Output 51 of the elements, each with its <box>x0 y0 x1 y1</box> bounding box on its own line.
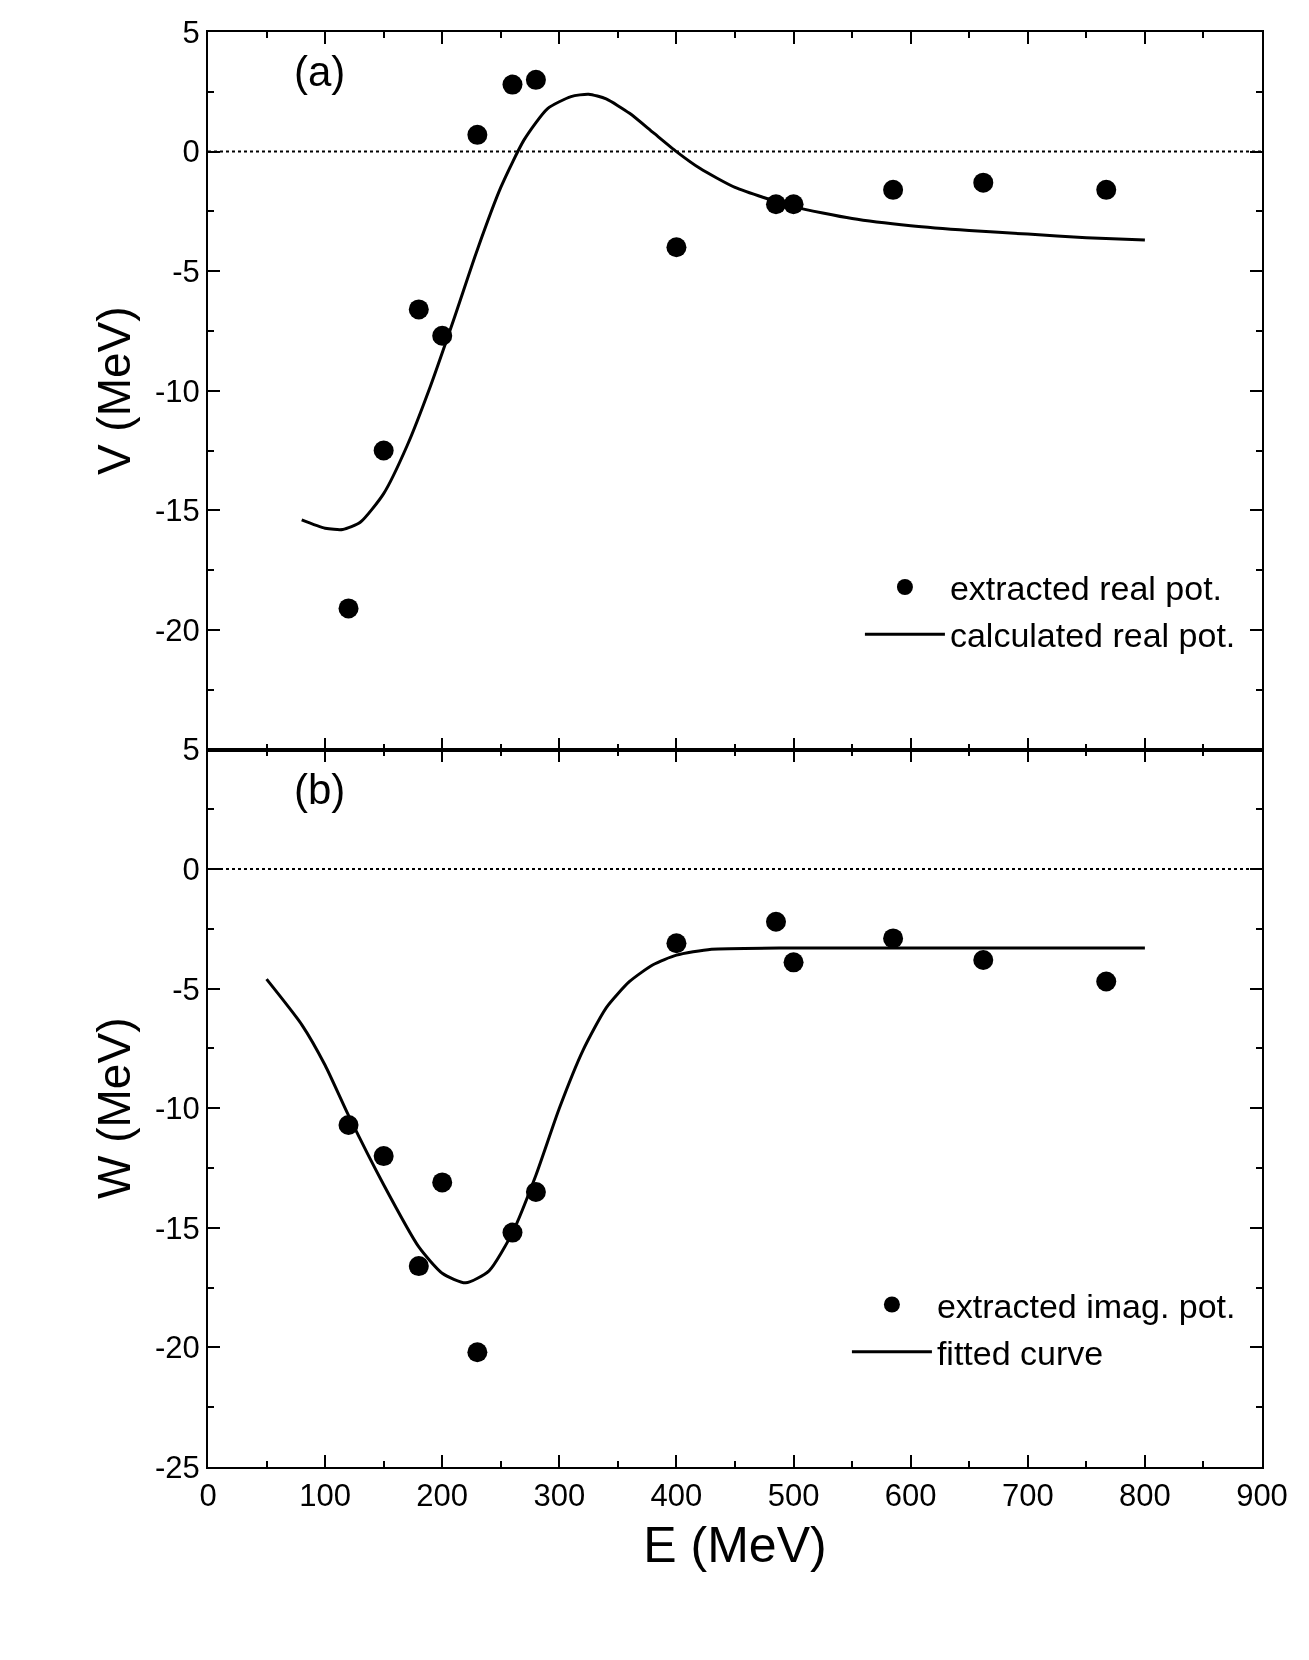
x-tick-label: 600 <box>884 1478 937 1514</box>
point <box>973 172 994 193</box>
x-tick-label: 300 <box>533 1478 586 1514</box>
point <box>766 911 786 932</box>
point <box>408 1256 429 1277</box>
legend-label: calculated real pot. <box>949 616 1236 655</box>
y-tick-label: -10 <box>154 373 200 409</box>
point <box>783 952 804 973</box>
legend-label: extracted real pot. <box>949 569 1223 608</box>
y-tick-label: 5 <box>182 732 200 768</box>
y-axis-title: V (MeV) <box>87 306 140 476</box>
point <box>525 69 546 90</box>
point <box>373 1146 394 1167</box>
point <box>467 1342 488 1363</box>
x-tick-label: 100 <box>299 1478 351 1514</box>
y-tick-label: -5 <box>172 254 200 290</box>
x-tick-label: 700 <box>1001 1478 1054 1514</box>
point <box>408 299 429 320</box>
y-tick-label: -15 <box>154 1210 200 1246</box>
y-tick-label: 0 <box>182 134 200 170</box>
point <box>883 928 904 949</box>
point <box>432 1172 453 1193</box>
y-axis-title: W (MeV) <box>87 1017 140 1199</box>
x-axis-title: E (MeV) <box>643 1517 827 1574</box>
point <box>373 440 394 461</box>
x-tick-label: 400 <box>650 1478 703 1514</box>
point <box>666 237 687 258</box>
x-tick-label: 200 <box>416 1478 469 1514</box>
x-tick-label: 900 <box>1236 1478 1288 1514</box>
point <box>1096 971 1117 992</box>
point <box>502 74 523 95</box>
y-tick-label: 5 <box>182 14 200 50</box>
y-tick-label: -25 <box>154 1449 200 1485</box>
point <box>883 179 904 200</box>
point <box>467 124 488 145</box>
annotation: (a) <box>294 48 346 95</box>
y-tick-label: -5 <box>172 971 200 1007</box>
x-tick-label: 800 <box>1119 1478 1171 1514</box>
point <box>1096 179 1117 200</box>
legend-label: extracted imag. pot. <box>936 1286 1236 1325</box>
y-tick-label: -10 <box>154 1091 200 1127</box>
legend-label: fitted curve <box>936 1333 1104 1372</box>
annotation: (b) <box>294 766 346 813</box>
y-tick-label: 0 <box>182 851 200 887</box>
y-tick-label: -15 <box>154 493 200 529</box>
y-tick-label: -20 <box>154 612 200 648</box>
y-tick-label: -20 <box>154 1330 200 1366</box>
x-tick-label: 500 <box>767 1478 820 1514</box>
point <box>666 933 687 954</box>
point <box>973 949 994 970</box>
point <box>338 598 359 619</box>
